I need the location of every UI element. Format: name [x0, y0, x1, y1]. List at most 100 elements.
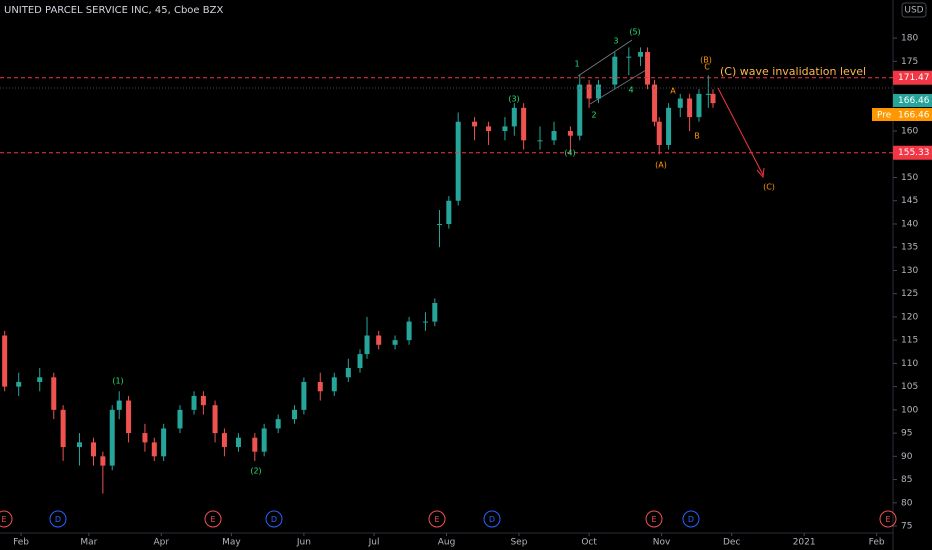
candle-body — [191, 395, 197, 410]
wave-label: C — [704, 63, 710, 72]
candle-body — [586, 84, 592, 99]
candle-body — [116, 400, 122, 410]
candle-body — [364, 335, 370, 355]
event-marker — [645, 510, 663, 528]
event-label: E — [885, 515, 890, 524]
candle-body — [177, 409, 183, 429]
x-tick-label: May — [222, 538, 241, 548]
candle-body — [595, 84, 601, 99]
candle-body — [161, 428, 167, 457]
candle-body — [126, 400, 132, 434]
wave-label: (A) — [655, 161, 667, 170]
candle-body — [677, 98, 683, 108]
event-marker — [0, 510, 13, 528]
candle-body — [696, 93, 702, 118]
event-label: E — [651, 515, 656, 524]
x-tick-label: Sep — [510, 538, 527, 548]
candle-body — [521, 107, 527, 141]
event-label: E — [1, 515, 6, 524]
y-tick-label: 100 — [901, 405, 918, 415]
candle-body — [100, 456, 106, 466]
candle-body — [436, 223, 442, 225]
x-tick-label: Apr — [154, 538, 170, 548]
level-label-box — [893, 145, 932, 160]
wave-label: (B) — [700, 56, 712, 65]
event-marker — [265, 510, 283, 528]
candle-body — [432, 302, 438, 322]
candle-body — [486, 126, 492, 132]
wave-label: (3) — [508, 95, 519, 104]
candle-body — [109, 409, 115, 466]
candle-body — [392, 340, 398, 345]
y-tick-label: 175 — [901, 57, 918, 67]
candle-body — [212, 405, 218, 434]
event-marker — [428, 510, 446, 528]
candle-body — [455, 121, 461, 201]
y-tick-label: 90 — [901, 452, 913, 462]
y-tick-label: 160 — [901, 127, 918, 137]
candle-body — [331, 377, 337, 392]
x-tick-label: Feb — [13, 538, 29, 548]
x-tick-label: Jul — [368, 538, 380, 548]
candle-body — [261, 428, 267, 452]
y-tick-label: 130 — [901, 266, 918, 276]
candle-body — [2, 335, 8, 387]
y-tick-label: 110 — [901, 359, 918, 369]
candle-body — [656, 121, 662, 145]
y-tick-label: 115 — [901, 336, 918, 346]
event-label: D — [271, 515, 277, 524]
y-tick-label: 180 — [901, 34, 918, 44]
candle-body — [301, 381, 307, 410]
candle-body — [200, 395, 206, 406]
arrow-head — [756, 167, 765, 179]
candle-body — [252, 437, 258, 452]
x-tick-label: Mar — [80, 538, 97, 548]
x-tick-label: Aug — [438, 538, 456, 548]
y-tick-label: 85 — [901, 475, 912, 485]
candle-body — [235, 437, 241, 448]
y-tick-label: 145 — [901, 196, 918, 206]
candle-body — [551, 131, 557, 141]
x-tick-label: Nov — [653, 538, 671, 548]
wave-label: 1 — [574, 60, 579, 69]
candle-body — [652, 84, 658, 122]
candle-body — [345, 368, 351, 378]
candle-body — [710, 93, 716, 104]
y-tick-label: 105 — [901, 382, 918, 392]
y-tick-label: 80 — [901, 498, 913, 508]
y-tick-label: 75 — [901, 522, 912, 532]
candle-body — [292, 409, 298, 420]
x-tick-label: Oct — [581, 538, 597, 548]
x-tick-label: Feb — [869, 538, 885, 548]
candle-body — [406, 321, 412, 341]
y-tick-label: 125 — [901, 289, 918, 299]
candle-body — [472, 121, 478, 127]
candle-body — [705, 93, 711, 95]
x-tick-label: Jun — [296, 538, 311, 548]
premarket-price: 166.46 — [898, 111, 930, 121]
x-tick-label: 2021 — [793, 538, 816, 548]
candle-body — [376, 335, 382, 345]
candle-body — [502, 126, 508, 132]
wave-label: 4 — [628, 86, 633, 95]
candle-body — [626, 56, 632, 58]
candle-body — [357, 354, 363, 369]
event-marker — [879, 510, 897, 528]
wave-label: 2 — [591, 111, 596, 120]
channel-line — [577, 39, 633, 77]
wave-label: (C) wave invalidation level — [720, 65, 866, 78]
candle-body — [645, 52, 651, 85]
x-tick-label: Dec — [723, 538, 740, 548]
wave-label: 3 — [613, 37, 618, 46]
candle-body — [37, 377, 43, 382]
last-price-label: 166.46 — [898, 96, 930, 106]
y-tick-label: 150 — [901, 173, 918, 183]
premarket-tag: Pre — [877, 111, 892, 121]
candle-body — [76, 442, 82, 448]
event-marker — [49, 510, 67, 528]
event-marker — [483, 510, 501, 528]
premarket-box — [872, 108, 932, 122]
candle-body — [422, 321, 428, 323]
chart-title: UNITED PARCEL SERVICE INC, 45, Cboe BZX — [4, 5, 223, 16]
